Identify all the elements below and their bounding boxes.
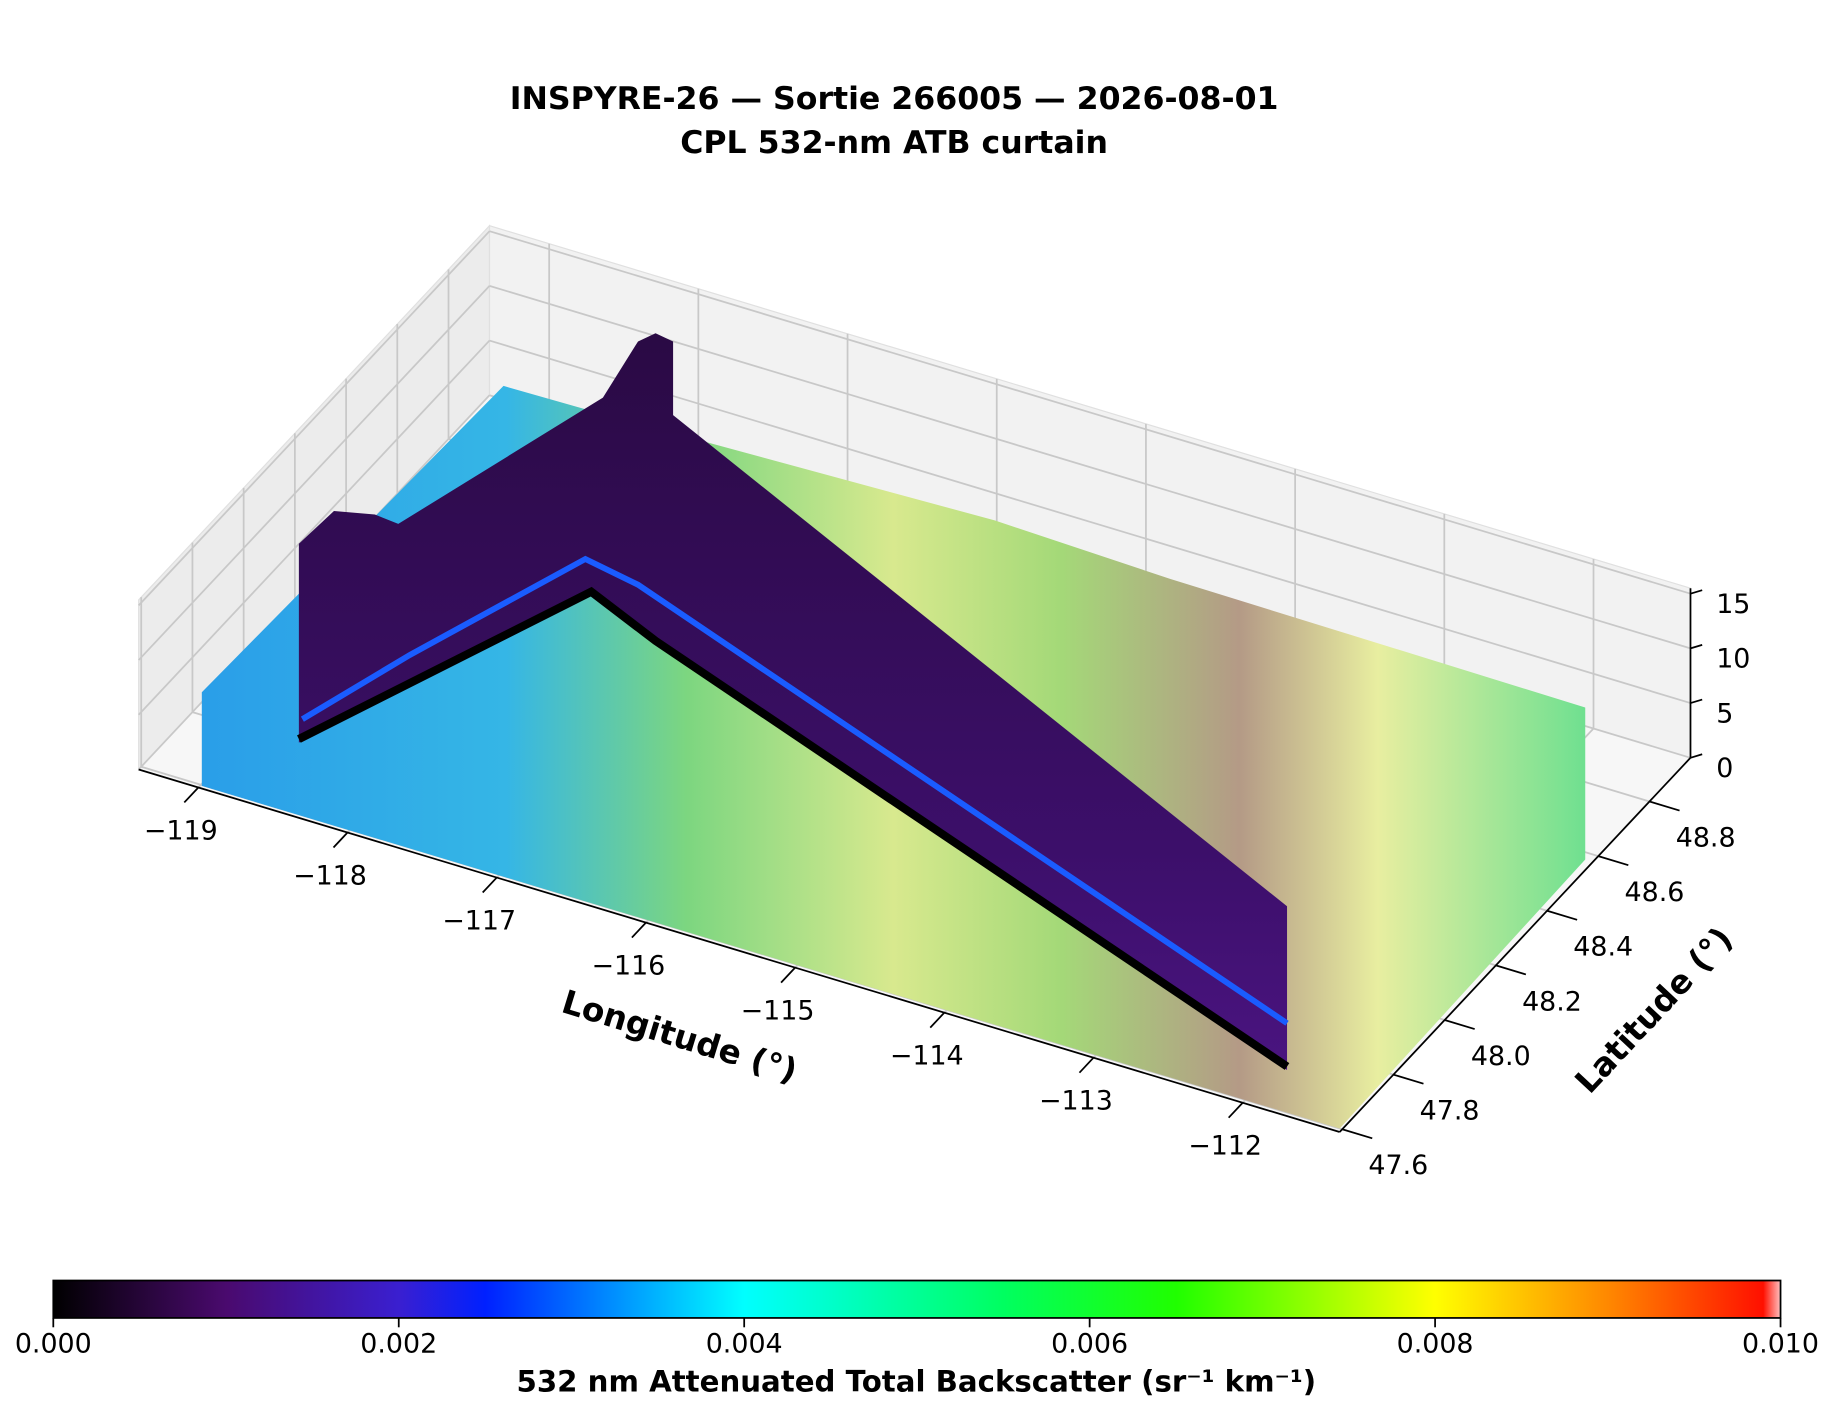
x-tick (332, 831, 349, 849)
x-tick-label: −116 (591, 951, 665, 982)
x-tick-label: −113 (1039, 1086, 1113, 1117)
x-tick-label: −114 (890, 1041, 964, 1072)
x-tick-label: −115 (741, 996, 815, 1027)
colorbar (52, 1279, 1782, 1319)
colorbar-tick-label: 0.004 (706, 1328, 783, 1359)
grid-line (138, 285, 491, 661)
y-tick (1341, 1128, 1373, 1140)
x-tick (929, 1012, 945, 1029)
grid-line (138, 230, 491, 606)
x-tick (1228, 1102, 1244, 1119)
y-tick-label: 47.8 (1420, 1096, 1480, 1127)
colorbar-tick-label: 0.010 (1742, 1328, 1819, 1359)
lidar-curtain (298, 333, 1288, 1071)
z-tick-label: 0 (1716, 753, 1733, 784)
axes: −119 −118 −117 −116 −115 −114 −113 −112 47.6 47.8… (138, 588, 1750, 1181)
y-tick (1598, 855, 1629, 867)
x-tick (482, 876, 498, 894)
y-tick-label: 48.4 (1573, 932, 1633, 963)
y-tick-label: 47.6 (1368, 1150, 1428, 1181)
grid-line (489, 285, 1691, 650)
y-tick (1393, 1073, 1424, 1085)
y-tick (1495, 964, 1527, 976)
x-tick-label: −119 (144, 815, 218, 846)
y-axis-line (1339, 757, 1692, 1133)
curtain-ground (297, 586, 1290, 1070)
y-tick-label: 48.6 (1625, 877, 1685, 908)
y-tick-label: 48.0 (1471, 1041, 1531, 1072)
z-tick-label: 10 (1716, 644, 1750, 675)
curtain-signal (300, 555, 1289, 1026)
z-tick (1690, 589, 1703, 595)
x-tick (183, 786, 199, 804)
colorbar-tick-label: 0.000 (15, 1328, 92, 1359)
y-tick (1444, 1019, 1475, 1030)
z-tick-label: 15 (1716, 589, 1750, 620)
colorbar-label: 532 nm Attenuated Total Backscatter (sr⁻… (517, 1365, 1317, 1399)
grid-line (489, 230, 1691, 595)
y-tick (1649, 800, 1680, 812)
z-tick (1690, 644, 1703, 650)
colorbar-tick-label: 0.006 (1051, 1328, 1128, 1359)
x-axis-line (138, 768, 1340, 1133)
x-tick-label: −117 (442, 905, 516, 936)
z-tick (1690, 698, 1703, 704)
grid-line (489, 339, 1691, 704)
x-tick (780, 967, 796, 984)
grid-line (138, 339, 491, 716)
x-tick (1078, 1057, 1095, 1074)
y-tick-label: 48.2 (1522, 986, 1582, 1017)
y-tick-label: 48.8 (1676, 822, 1736, 853)
z-tick (1690, 753, 1703, 759)
z-tick-label: 5 (1716, 698, 1733, 729)
colorbar-tick-label: 0.002 (360, 1328, 437, 1359)
chart-title: INSPYRE-26 — Sortie 266005 — 2026-08-01 (510, 81, 1279, 117)
colorbar-tick-label: 0.008 (1397, 1328, 1474, 1359)
x-tick-label: −112 (1188, 1131, 1262, 1162)
colorbar-ticks: 0.000 0.002 0.004 0.006 0.008 0.010 (15, 1317, 1819, 1359)
y-tick (1546, 909, 1578, 921)
chart-subtitle: CPL 532-nm ATB curtain (680, 125, 1108, 161)
x-tick (631, 921, 647, 939)
x-tick-label: −118 (293, 860, 367, 891)
